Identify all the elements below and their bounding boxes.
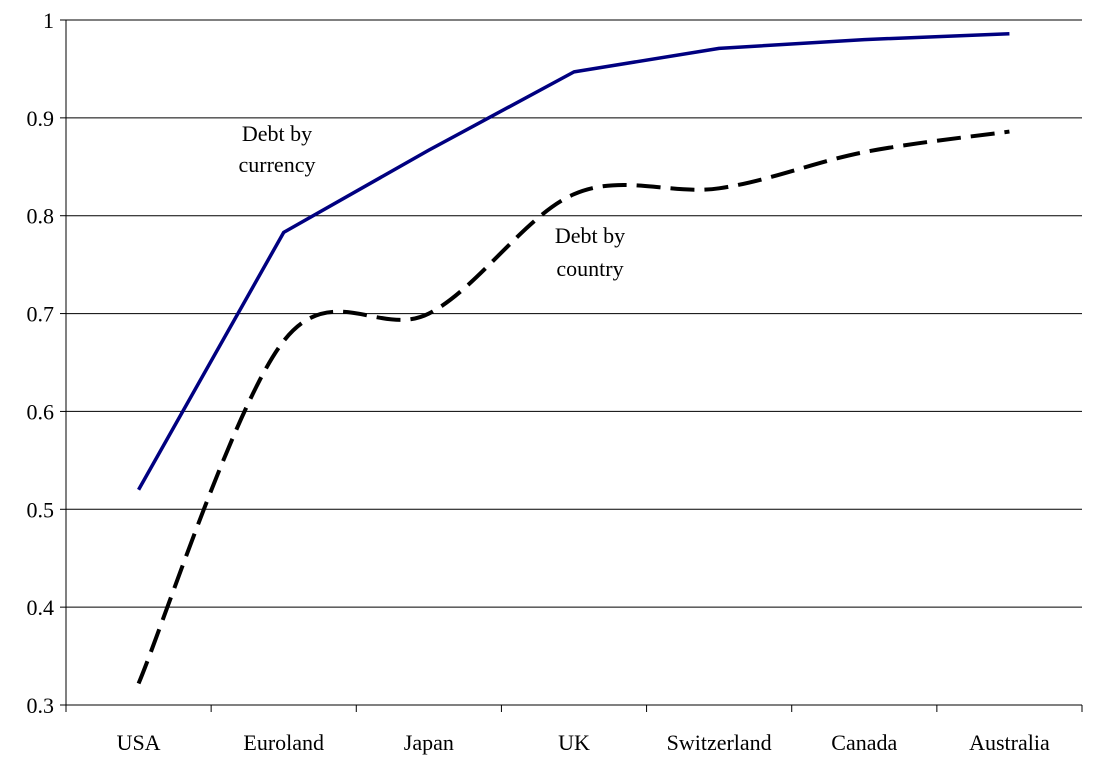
y-tick-label: 0.6 [27, 399, 55, 424]
y-tick-label: 0.8 [27, 204, 55, 229]
annotation-debt-by-country-line2: country [556, 256, 623, 281]
x-tick-label: Australia [969, 730, 1050, 755]
annotations: Debt by currency Debt by country [239, 121, 626, 281]
series-lines [136, 31, 1010, 685]
y-tick-label: 0.3 [27, 693, 55, 718]
x-axis-tick-labels: USA Euroland Japan UK Switzerland Canada Austr… [117, 730, 1050, 755]
y-tick-label: 1 [43, 8, 54, 33]
series-line-debt-by-currency [137, 31, 1010, 491]
x-tick-label: Japan [404, 730, 454, 755]
x-tick-label: USA [117, 730, 161, 755]
axes [60, 19, 1083, 712]
x-tick-label: Euroland [243, 730, 324, 755]
annotation-debt-by-currency-line1: Debt by [242, 121, 312, 146]
annotation-debt-by-currency-line2: currency [239, 152, 316, 177]
y-tick-label: 0.4 [27, 595, 55, 620]
series-line-debt-by-country [136, 129, 1010, 685]
x-tick-label: UK [558, 730, 590, 755]
x-tick-label: Switzerland [667, 730, 772, 755]
annotation-debt-by-country-line1: Debt by [555, 223, 625, 248]
y-tick-label: 0.5 [27, 497, 55, 522]
y-tick-label: 0.9 [27, 106, 55, 131]
y-tick-label: 0.7 [27, 302, 55, 327]
gridlines [66, 19, 1082, 608]
y-axis-tick-labels: 0.3 0.4 0.5 0.6 0.7 0.8 0.9 1 [27, 8, 55, 718]
x-tick-label: Canada [831, 730, 897, 755]
